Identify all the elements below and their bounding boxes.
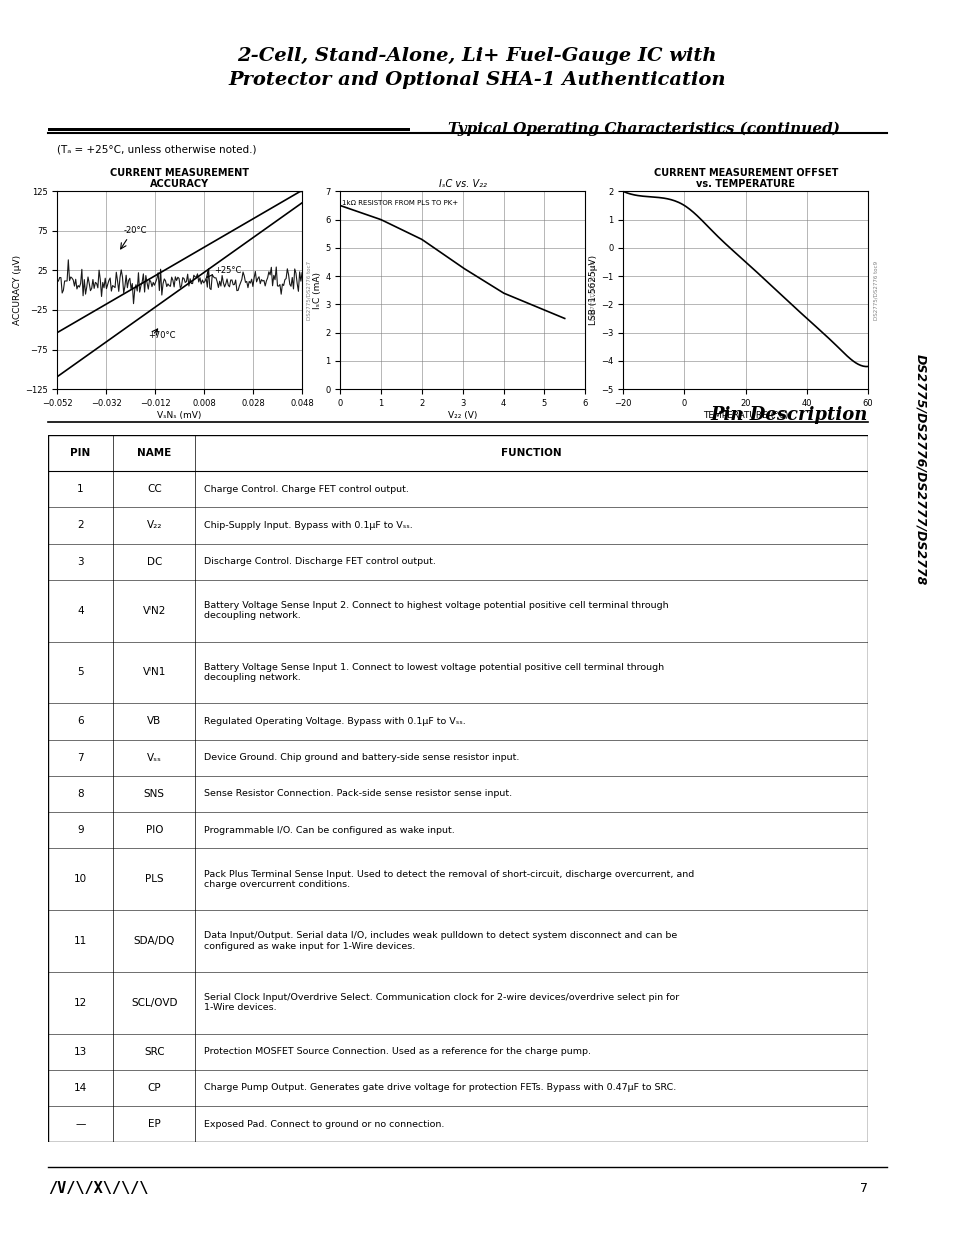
Text: Vₛₛ: Vₛₛ — [147, 752, 162, 763]
Text: Device Ground. Chip ground and battery-side sense resistor input.: Device Ground. Chip ground and battery-s… — [203, 753, 518, 762]
Text: Sense Resistor Connection. Pack-side sense resistor sense input.: Sense Resistor Connection. Pack-side sen… — [203, 789, 511, 799]
Text: Protector and Optional SHA-1 Authentication: Protector and Optional SHA-1 Authenticat… — [228, 72, 725, 89]
Text: Programmable I/O. Can be configured as wake input.: Programmable I/O. Can be configured as w… — [203, 826, 454, 835]
Text: CP: CP — [148, 1083, 161, 1093]
Text: DS2775/DS2776 toc7: DS2775/DS2776 toc7 — [307, 261, 312, 320]
Text: Charge Control. Charge FET control output.: Charge Control. Charge FET control outpu… — [203, 484, 408, 494]
Text: 2-Cell, Stand-Alone, Li+ Fuel-Gauge IC with: 2-Cell, Stand-Alone, Li+ Fuel-Gauge IC w… — [237, 47, 716, 64]
Text: 11: 11 — [73, 936, 87, 946]
Text: 9: 9 — [77, 825, 84, 835]
Text: 4: 4 — [77, 605, 84, 616]
X-axis label: TEMPERATURE (°C): TEMPERATURE (°C) — [702, 410, 787, 420]
Text: VᴵN1: VᴵN1 — [143, 667, 166, 678]
Text: Exposed Pad. Connect to ground or no connection.: Exposed Pad. Connect to ground or no con… — [203, 1120, 443, 1129]
Text: PIN: PIN — [71, 448, 91, 458]
Text: Battery Voltage Sense Input 1. Connect to lowest voltage potential positive cell: Battery Voltage Sense Input 1. Connect t… — [203, 663, 663, 682]
Text: -20°C: -20°C — [123, 226, 147, 236]
Text: Pack Plus Terminal Sense Input. Used to detect the removal of short-circuit, dis: Pack Plus Terminal Sense Input. Used to … — [203, 869, 693, 889]
Text: 13: 13 — [73, 1046, 87, 1057]
Text: Regulated Operating Voltage. Bypass with 0.1μF to Vₛₛ.: Regulated Operating Voltage. Bypass with… — [203, 716, 465, 726]
Text: 1: 1 — [77, 484, 84, 494]
Y-axis label: ACCURACY (μV): ACCURACY (μV) — [13, 256, 22, 325]
Text: 6: 6 — [77, 716, 84, 726]
Text: 2: 2 — [77, 520, 84, 531]
Title: IₛC vs. V₂₂: IₛC vs. V₂₂ — [438, 179, 486, 189]
Text: NAME: NAME — [137, 448, 172, 458]
Text: Battery Voltage Sense Input 2. Connect to highest voltage potential positive cel: Battery Voltage Sense Input 2. Connect t… — [203, 601, 667, 620]
Text: Discharge Control. Discharge FET control output.: Discharge Control. Discharge FET control… — [203, 557, 435, 566]
Text: 7: 7 — [77, 752, 84, 763]
Text: DS2775/DS2776 toc9: DS2775/DS2776 toc9 — [872, 261, 877, 320]
Text: SRC: SRC — [144, 1046, 165, 1057]
Text: CC: CC — [147, 484, 162, 494]
Title: CURRENT MEASUREMENT OFFSET
vs. TEMPERATURE: CURRENT MEASUREMENT OFFSET vs. TEMPERATU… — [653, 168, 837, 189]
Text: SDA/DQ: SDA/DQ — [133, 936, 174, 946]
X-axis label: VₛNₛ (mV): VₛNₛ (mV) — [157, 410, 202, 420]
Y-axis label: LSB (1.5625μV): LSB (1.5625μV) — [589, 256, 598, 325]
Text: DS2775/DS2776/DS2777/DS2778: DS2775/DS2776/DS2777/DS2778 — [913, 353, 926, 585]
Text: +70°C: +70°C — [148, 331, 175, 340]
Text: 8: 8 — [77, 789, 84, 799]
Text: VB: VB — [147, 716, 161, 726]
Text: Chip-Supply Input. Bypass with 0.1μF to Vₛₛ.: Chip-Supply Input. Bypass with 0.1μF to … — [203, 521, 412, 530]
Text: SNS: SNS — [144, 789, 165, 799]
Text: 14: 14 — [73, 1083, 87, 1093]
Text: —: — — [75, 1119, 86, 1129]
Y-axis label: IₛC (mA): IₛC (mA) — [313, 272, 322, 309]
Text: SCL/OVD: SCL/OVD — [131, 998, 177, 1008]
Text: +25°C: +25°C — [213, 266, 241, 275]
Text: Data Input/Output. Serial data I/O, includes weak pulldown to detect system disc: Data Input/Output. Serial data I/O, incl… — [203, 931, 676, 951]
Text: 12: 12 — [73, 998, 87, 1008]
Text: FUNCTION: FUNCTION — [501, 448, 561, 458]
Text: Charge Pump Output. Generates gate drive voltage for protection FETs. Bypass wit: Charge Pump Output. Generates gate drive… — [203, 1083, 675, 1093]
Text: PIO: PIO — [146, 825, 163, 835]
Text: VᴵN2: VᴵN2 — [143, 605, 166, 616]
Text: 10: 10 — [74, 874, 87, 884]
X-axis label: V₂₂ (V): V₂₂ (V) — [448, 410, 476, 420]
Text: (Tₐ = +25°C, unless otherwise noted.): (Tₐ = +25°C, unless otherwise noted.) — [57, 144, 256, 154]
Text: /V/\/X\/\/\: /V/\/X\/\/\ — [48, 1181, 148, 1195]
Text: Protection MOSFET Source Connection. Used as a reference for the charge pump.: Protection MOSFET Source Connection. Use… — [203, 1047, 590, 1056]
Text: DS2775/DS2776 toc8: DS2775/DS2776 toc8 — [589, 261, 595, 320]
Text: 3: 3 — [77, 557, 84, 567]
Text: 7: 7 — [860, 1182, 867, 1194]
Text: DC: DC — [147, 557, 162, 567]
Text: Serial Clock Input/Overdrive Select. Communication clock for 2-wire devices/over: Serial Clock Input/Overdrive Select. Com… — [203, 993, 679, 1013]
Text: 1kΩ RESISTOR FROM PLS TO PK+: 1kΩ RESISTOR FROM PLS TO PK+ — [342, 200, 458, 206]
Text: V₂₂: V₂₂ — [147, 520, 162, 531]
Text: PLS: PLS — [145, 874, 164, 884]
Text: EP: EP — [148, 1119, 160, 1129]
Text: 5: 5 — [77, 667, 84, 678]
Text: Typical Operating Characteristics (continued): Typical Operating Characteristics (conti… — [447, 121, 839, 136]
Text: Pin Description: Pin Description — [710, 406, 867, 424]
Title: CURRENT MEASUREMENT
ACCURACY: CURRENT MEASUREMENT ACCURACY — [110, 168, 249, 189]
